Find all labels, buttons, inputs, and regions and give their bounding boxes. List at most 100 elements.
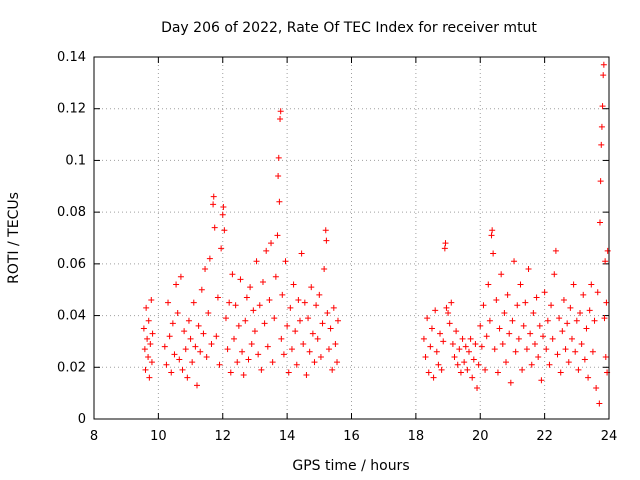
y-tick-label: 0.12: [57, 102, 86, 117]
data-point: [190, 299, 197, 306]
data-point: [482, 366, 489, 373]
data-point: [148, 359, 155, 366]
data-point: [174, 309, 181, 316]
data-point: [261, 320, 268, 327]
data-point: [472, 341, 479, 348]
data-point: [438, 366, 445, 373]
data-point: [543, 346, 550, 353]
data-point: [531, 341, 538, 348]
data-point: [309, 330, 316, 337]
data-point: [206, 255, 213, 262]
data-point: [493, 297, 500, 304]
data-point: [279, 291, 286, 298]
data-point: [498, 271, 505, 278]
x-tick-label: 16: [343, 429, 360, 444]
data-point: [465, 348, 472, 355]
data-point: [483, 333, 490, 340]
data-point: [461, 359, 468, 366]
data-point: [259, 278, 266, 285]
data-point: [549, 335, 556, 342]
data-point: [221, 227, 228, 234]
data-point: [467, 335, 474, 342]
data-point: [234, 359, 241, 366]
data-point: [306, 348, 313, 355]
data-point: [226, 299, 233, 306]
data-point: [280, 351, 287, 358]
data-point: [203, 353, 210, 360]
data-point: [577, 309, 584, 316]
data-point: [457, 369, 464, 376]
data-point: [231, 335, 238, 342]
data-point: [321, 266, 328, 273]
data-point: [525, 266, 532, 273]
data-point: [248, 341, 255, 348]
data-point: [599, 103, 606, 110]
data-point: [596, 219, 603, 226]
x-tick-label: 22: [536, 429, 553, 444]
data-point: [277, 108, 284, 115]
data-point: [602, 353, 609, 360]
y-tick-label: 0: [78, 412, 86, 427]
data-point: [552, 247, 559, 254]
data-point: [509, 317, 516, 324]
data-point: [496, 325, 503, 332]
data-point: [216, 361, 223, 368]
data-point: [507, 379, 514, 386]
x-tick-label: 10: [150, 429, 167, 444]
data-point: [272, 273, 279, 280]
data-point: [557, 369, 564, 376]
data-point: [433, 348, 440, 355]
data-point: [268, 240, 275, 247]
data-point: [256, 302, 263, 309]
data-point: [420, 335, 427, 342]
data-point: [501, 309, 508, 316]
data-point: [530, 309, 537, 316]
data-point: [546, 361, 553, 368]
data-point: [422, 353, 429, 360]
data-point: [250, 307, 257, 314]
data-point: [499, 341, 506, 348]
data-point: [435, 361, 442, 368]
data-point: [297, 317, 303, 324]
data-point: [263, 247, 270, 254]
y-axis-label: ROTI / TECUs: [6, 192, 22, 284]
data-point: [243, 294, 250, 301]
data-point: [324, 309, 331, 316]
data-point: [562, 346, 569, 353]
data-point: [554, 351, 561, 358]
data-point: [219, 211, 226, 218]
data-point: [593, 384, 600, 391]
data-point: [578, 341, 585, 348]
data-point: [583, 325, 590, 332]
y-tick-label: 0.1: [65, 153, 86, 168]
data-point: [334, 317, 341, 324]
data-point: [432, 307, 439, 314]
data-point: [430, 374, 437, 381]
data-point: [205, 309, 212, 316]
data-point: [189, 359, 196, 366]
data-point: [240, 372, 247, 379]
data-point: [541, 289, 548, 296]
x-tick-label: 8: [90, 429, 98, 444]
x-axis-label: GPS time / hours: [292, 458, 409, 474]
data-point: [503, 359, 509, 366]
data-point: [570, 281, 577, 288]
data-point: [454, 361, 461, 368]
data-point: [424, 315, 431, 322]
data-point: [255, 351, 262, 358]
data-point: [459, 335, 466, 342]
data-point: [282, 258, 289, 265]
data-point: [536, 322, 543, 329]
data-point: [522, 299, 529, 306]
data-point: [303, 372, 310, 379]
x-tick-label: 12: [214, 429, 231, 444]
data-point: [603, 299, 610, 306]
data-point: [179, 366, 186, 373]
data-point: [168, 369, 175, 376]
data-points: [140, 61, 611, 407]
data-point: [146, 374, 153, 381]
data-point: [239, 348, 246, 355]
data-point: [329, 366, 336, 373]
data-point: [319, 320, 326, 327]
data-point: [242, 317, 249, 324]
